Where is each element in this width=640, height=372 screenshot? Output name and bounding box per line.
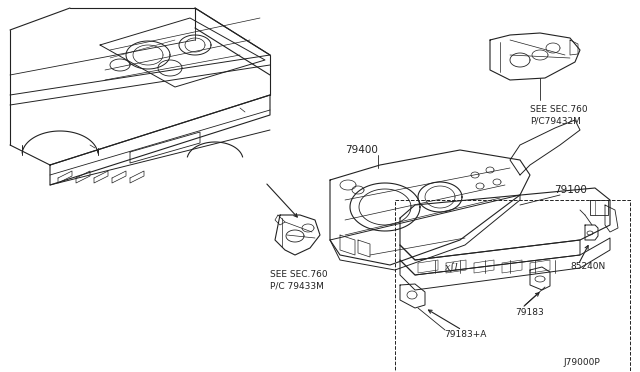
Text: 85240N: 85240N xyxy=(570,262,605,271)
Text: 79183: 79183 xyxy=(515,308,544,317)
Text: SEE SEC.760
P/C 79433M: SEE SEC.760 P/C 79433M xyxy=(270,270,328,290)
Text: J79000P: J79000P xyxy=(563,358,600,367)
Text: 79400: 79400 xyxy=(345,145,378,155)
Text: 79100: 79100 xyxy=(554,185,587,195)
Text: x∫l: x∫l xyxy=(445,262,459,272)
Text: 79183+A: 79183+A xyxy=(444,330,486,339)
Text: SEE SEC.760
P/C79432M: SEE SEC.760 P/C79432M xyxy=(530,105,588,125)
